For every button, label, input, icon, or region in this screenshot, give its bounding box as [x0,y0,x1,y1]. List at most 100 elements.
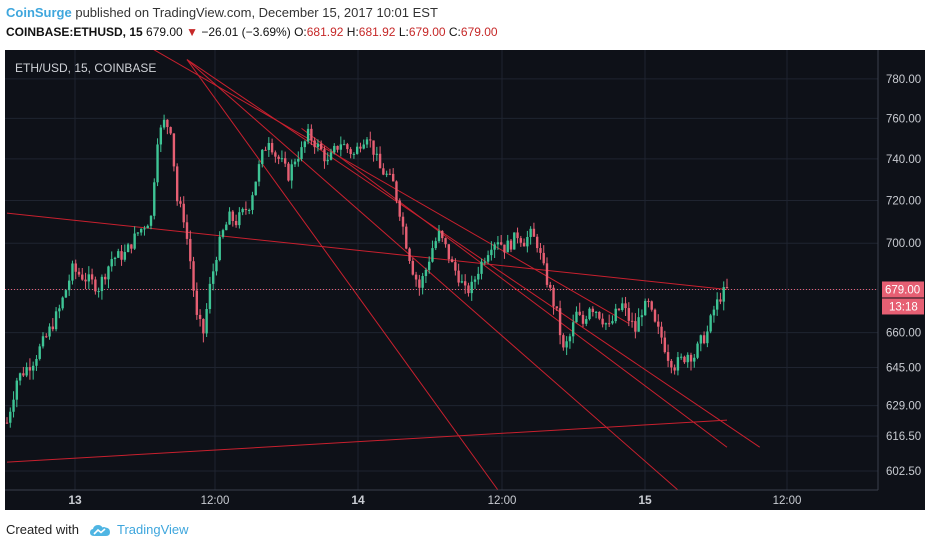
candle-body [519,238,523,243]
candle-body [74,263,77,272]
candle-body [107,266,110,280]
low-value: 679.00 [408,25,446,39]
author-link[interactable]: CoinSurge [6,5,72,20]
y-tick-label: 602.50 [886,466,921,478]
price-chart[interactable]: 780.00 760.00 740.00 720.00 700.00 660.00 645.… [5,40,925,510]
candle-body [166,119,169,128]
x-tick-label: 12:00 [488,495,517,507]
candle-body [352,153,356,155]
candle-body [41,336,45,347]
candle-body [77,271,81,275]
candle-body [509,240,513,250]
candle-body [126,244,130,253]
candle-body [346,144,349,150]
y-tick-label: 645.00 [886,362,921,374]
tradingview-cloud-icon [89,524,110,536]
candle-body [532,228,536,237]
candle-body [503,244,506,253]
candle-body [611,321,614,324]
candle-body [323,149,326,162]
candle-body [172,133,176,167]
candle-body [205,308,208,334]
candle-body [676,357,680,371]
y-tick-label: 780.00 [886,74,921,86]
candle-body [398,200,401,217]
candle-body [480,261,483,274]
candle-body [571,322,575,337]
candle-body [539,248,542,253]
candle-body [100,276,104,292]
candle-body [581,314,585,324]
candle-body [18,373,22,381]
candle-body [349,149,352,155]
candle-body [15,380,19,400]
close-label: C: [448,25,461,39]
candle-body [45,336,48,338]
candle-body [555,306,559,309]
candle-body [627,308,631,321]
candle-body [706,331,709,344]
candle-body [231,211,235,221]
candle-body [421,276,424,288]
candle-body [666,352,670,361]
candle-body [601,318,604,325]
candle-body [653,309,657,322]
candle-body [123,252,127,260]
trendlines [5,40,878,491]
candle-body [38,346,41,359]
candle-body [61,297,64,309]
candle-body [506,240,509,253]
candle-body [22,373,25,376]
candle-body [693,357,696,362]
candle-body [225,224,228,231]
candle-body [202,318,205,334]
tradingview-link[interactable]: TradingView [116,522,189,537]
candle-body [274,152,277,157]
candle-body [594,311,598,313]
candle-body [522,242,526,247]
candle-body [542,252,545,264]
candle-body [58,308,61,312]
candle-body [81,274,84,280]
candle-body [483,261,487,263]
candle-body [130,244,133,249]
candle-body [715,299,719,310]
candle-body [513,232,516,250]
candle-body [31,365,35,371]
candle-body [424,269,428,277]
candle-body [702,335,706,344]
y-tick-label: 616.50 [886,431,921,443]
candle-body [408,248,411,261]
candle-body [411,260,415,275]
candle-body [391,173,395,182]
chart-title: ETH/USD, 15, COINBASE [15,61,156,75]
candle-body [156,144,159,183]
candle-body [647,300,650,302]
candle-body [149,215,153,226]
candle-body [617,308,621,310]
candle-body [679,356,683,358]
candle-body [624,303,627,309]
candle-body [290,164,293,181]
candle-body [673,367,676,371]
candle-body [362,144,365,149]
price-badge: 679.00 [882,281,924,298]
candle-body [568,336,572,342]
chart-panel[interactable]: 780.00 760.00 740.00 720.00 700.00 660.00 645.… [5,40,925,510]
candle-body [709,315,712,332]
candle-body [316,143,320,148]
candle-body [588,308,591,320]
high-value: 681.92 [358,25,396,39]
candle-body [460,281,464,283]
candle-body [110,259,113,267]
y-tick-label: 700.00 [886,238,921,250]
candle-body [552,287,555,307]
candle-body [499,242,503,245]
candle-body [339,144,343,150]
candle-body [120,251,123,260]
candle-body [133,233,136,249]
trendline [301,127,728,448]
open-label: O: [294,25,307,39]
candle-body [604,323,608,325]
candle-body [369,139,372,141]
